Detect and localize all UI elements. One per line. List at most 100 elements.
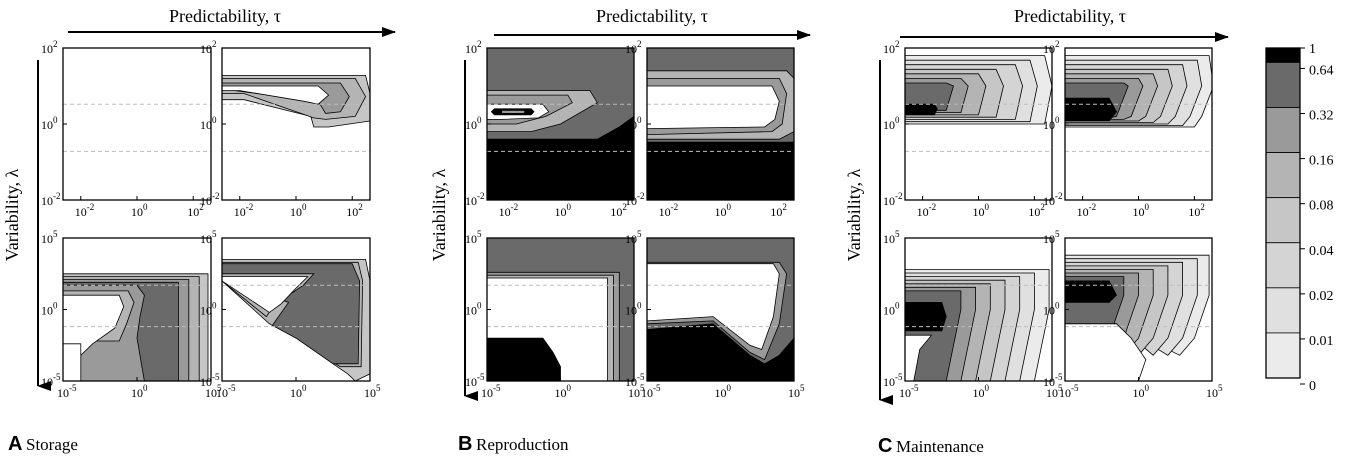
x-tick-label: 10-2 — [917, 202, 937, 219]
panel-name-c: Maintenance — [896, 437, 984, 456]
colorbar-label: 0.02 — [1309, 289, 1334, 304]
colorbar-band — [1265, 197, 1301, 244]
panel-reproduction: Predictability, τ Variability, λ 10-2 100 10… — [429, 6, 811, 401]
colorbar-label: 0.01 — [1309, 334, 1334, 349]
contour-band — [1065, 280, 1117, 303]
y-tick-label: 10-2 — [625, 191, 645, 208]
x-tick-label: 10-2 — [499, 202, 519, 219]
contour-band — [1065, 97, 1117, 122]
y-tick-label: 100 — [1043, 115, 1060, 132]
panel-label-b: B Reproduction — [458, 433, 569, 455]
y-tick-label: 100 — [200, 115, 217, 132]
contour-band — [501, 109, 526, 114]
x-tick-label: 10-5 — [1059, 383, 1079, 400]
y-tick-label: 105 — [200, 229, 217, 246]
y-tick-label: 100 — [1043, 301, 1060, 318]
x-tick-label: 100 — [715, 202, 732, 219]
contour-band — [905, 302, 947, 332]
x-tick-label: 10-2 — [75, 202, 95, 219]
y-tick-label: 102 — [883, 39, 900, 56]
panels-root: Predictability, τ Variability, λ 10-2 100 10… — [2, 6, 1229, 405]
contour-area — [222, 48, 370, 200]
x-tick-label: 10-2 — [659, 202, 679, 219]
colorbar-label: 0.64 — [1309, 63, 1334, 78]
contour-band — [905, 334, 933, 381]
panel-letter-a: A — [8, 433, 22, 455]
contour-area — [63, 238, 211, 381]
panel-letter-c: C — [878, 435, 892, 457]
x-tick-label: 10-2 — [234, 202, 254, 219]
y-tick-label: 100 — [465, 115, 482, 132]
contour-band — [647, 141, 794, 200]
plot-top-right: 10-2 100 102 102 100 10-2 — [1043, 39, 1213, 219]
colorbar-band — [1265, 242, 1301, 289]
y-tick-label: 102 — [41, 39, 58, 56]
contour-area — [905, 238, 1052, 381]
y-tick-label: 100 — [625, 301, 642, 318]
y-tick-label: 100 — [883, 301, 900, 318]
y-tick-label: 100 — [41, 301, 58, 318]
panel-storage: Predictability, τ Variability, λ 10-2 100 10… — [2, 6, 396, 400]
contour-area — [1065, 48, 1212, 200]
x-tick-label: 100 — [555, 383, 572, 400]
colorbar-frame — [1265, 47, 1301, 379]
contour-area — [647, 238, 794, 381]
y-tick-label: 105 — [625, 229, 642, 246]
contour-area — [487, 48, 634, 200]
y-axis-label: Variability, λ — [2, 168, 22, 261]
colorbar-label: 0.32 — [1309, 109, 1334, 124]
y-axis-label: Variability, λ — [844, 168, 864, 261]
x-tick-label: 102 — [1188, 202, 1205, 219]
contour-band — [222, 85, 330, 105]
contour-area — [905, 48, 1052, 200]
colorbar-band — [1265, 287, 1301, 334]
colorbar-band — [1265, 152, 1301, 199]
y-tick-label: 10-2 — [465, 191, 485, 208]
x-tick-label: 100 — [973, 202, 990, 219]
y-tick-label: 105 — [41, 229, 58, 246]
x-tick-label: 105 — [364, 383, 381, 400]
x-tick-label: 10-5 — [481, 383, 501, 400]
contour-band — [1065, 323, 1147, 381]
colorbar-band — [1265, 47, 1301, 63]
colorbar-band — [1265, 107, 1301, 153]
panel-letter-b: B — [458, 433, 472, 455]
x-axis-label: Predictability, τ — [169, 6, 281, 26]
x-tick-label: 100 — [715, 383, 732, 400]
panel-label-c: C Maintenance — [878, 435, 984, 457]
x-tick-label: 10-5 — [216, 383, 236, 400]
x-tick-label: 100 — [131, 202, 148, 219]
y-axis-label: Variability, λ — [429, 168, 449, 261]
colorbar-label: 0 — [1309, 379, 1316, 394]
contour-band — [647, 85, 780, 130]
x-tick-label: 102 — [346, 202, 363, 219]
contour-band — [905, 82, 954, 111]
y-tick-label: 105 — [465, 229, 482, 246]
x-tick-label: 105 — [1206, 383, 1223, 400]
contour-band — [647, 323, 794, 381]
contour-area — [487, 238, 634, 381]
x-tick-label: 100 — [131, 383, 148, 400]
x-tick-label: 105 — [788, 383, 805, 400]
x-tick-label: 10-5 — [57, 383, 77, 400]
y-tick-label: 102 — [1043, 39, 1060, 56]
contour-band — [487, 337, 561, 381]
contour-band — [63, 343, 82, 381]
colorbar-label: 1 — [1309, 42, 1316, 57]
panel-name-b: Reproduction — [476, 435, 569, 454]
contour-area — [1065, 238, 1212, 381]
y-tick-label: 100 — [883, 115, 900, 132]
x-tick-label: 10-2 — [1077, 202, 1097, 219]
contour-area — [63, 48, 211, 200]
x-axis-label: Predictability, τ — [596, 6, 708, 26]
y-tick-label: 105 — [1043, 229, 1060, 246]
